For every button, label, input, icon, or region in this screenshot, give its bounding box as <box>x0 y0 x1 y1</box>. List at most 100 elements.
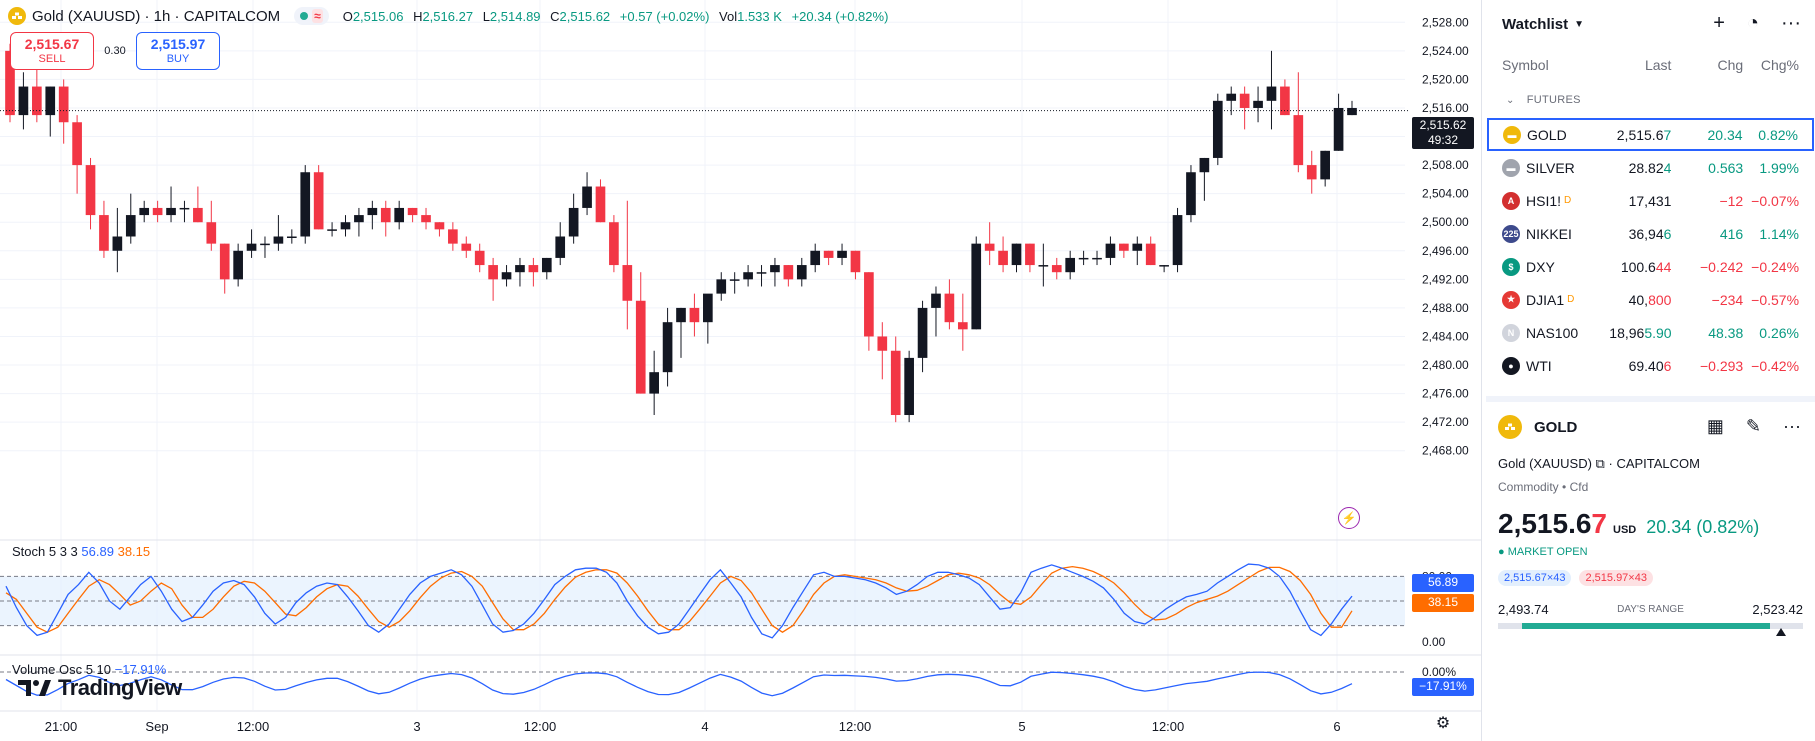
row-change: 20.34 <box>1707 126 1743 143</box>
bar-change: +0.57 (+0.02%) <box>619 8 710 24</box>
time-axis-label: Sep <box>145 719 168 734</box>
candle-down <box>421 215 431 223</box>
candle-up <box>810 250 821 266</box>
panel-divider[interactable] <box>1486 396 1815 402</box>
candle-up <box>1186 172 1196 216</box>
candle-down <box>407 207 418 216</box>
watchlist-row-nas100[interactable]: N NAS100 18,965.90 48.38 0.26% <box>1486 316 1815 349</box>
candle-down <box>1293 115 1304 166</box>
chart-canvas[interactable]: 2,528.002,524.002,520.002,516.002,512.00… <box>0 0 1482 741</box>
watchlist-row-gold[interactable]: ▬ GOLD 2,515.67 20.34 0.82% <box>1487 118 1814 151</box>
candle-up <box>394 207 405 223</box>
watchlist-row-nikkei[interactable]: 225 NIKKEI 36,946 416 1.14% <box>1486 217 1815 250</box>
candle-up <box>649 372 659 394</box>
watchlist-header: Watchlist ▼ + ◔ ··· <box>1486 0 1815 48</box>
open-value: 2,515.06 <box>352 8 404 24</box>
hsi-icon: A <box>1502 191 1520 210</box>
tradingview-logo[interactable]: TradingView <box>18 675 182 701</box>
candle-up <box>676 307 686 323</box>
candle-up <box>300 172 311 237</box>
lightning-icon[interactable]: ⚡ <box>1338 507 1360 529</box>
time-axis-label: 5 <box>1018 719 1025 734</box>
candle-up <box>1038 265 1049 267</box>
sell-price: 2,515.67 <box>24 36 80 53</box>
buy-button[interactable]: 2,515.97 BUY <box>136 32 220 70</box>
watchlist-group[interactable]: ⌄ FUTURES <box>1486 82 1815 118</box>
symbol-title[interactable]: Gold (XAUUSD) · 1h · CAPITALCOM <box>32 7 281 25</box>
time-axis-label: 3 <box>413 719 420 734</box>
external-link-icon[interactable]: ⧉ <box>1595 456 1605 471</box>
column-last[interactable]: Last <box>1644 57 1672 73</box>
status-pill[interactable]: ≈ <box>294 7 329 25</box>
candle-down <box>528 265 539 273</box>
chart-legend: Gold (XAUUSD) · 1h · CAPITALCOM ≈ O2,515… <box>8 6 894 26</box>
candle-up <box>286 236 297 238</box>
candle-up <box>501 272 512 280</box>
candle-up <box>904 357 914 416</box>
ask-quote: 2,515.97×43 <box>1579 570 1653 586</box>
candle-up <box>515 265 525 273</box>
row-change: −0.293 <box>1699 357 1744 374</box>
add-symbol-icon[interactable]: + <box>1713 12 1725 34</box>
more-options-icon[interactable]: ··· <box>1781 12 1801 34</box>
candle-down <box>957 322 968 330</box>
advanced-view-icon[interactable]: ◔ <box>1746 12 1760 34</box>
details-full-name[interactable]: Gold (XAUUSD) <box>1498 456 1592 471</box>
market-status: ● MARKET OPEN <box>1498 546 1588 558</box>
watchlist-title[interactable]: Watchlist <box>1502 15 1569 33</box>
candle-down <box>850 250 861 273</box>
candle-up <box>260 243 270 246</box>
candle-up <box>1212 100 1223 158</box>
candle-down <box>474 250 485 266</box>
details-header: GOLD ▦ ✎ ··· <box>1486 402 1815 452</box>
watchlist-row-hsi1[interactable]: A HSI1! D 17,431 −12 −0.07% <box>1486 184 1815 217</box>
candle-up <box>931 293 941 308</box>
stoch-legend[interactable]: Stoch 5 3 3 56.89 38.15 <box>12 544 150 559</box>
price-axis-label: 2,500.00 <box>1422 215 1469 229</box>
gold-bars-icon: ▬ <box>1503 125 1521 144</box>
chart-area[interactable]: 2,528.002,524.002,520.002,516.002,512.00… <box>0 0 1482 741</box>
watchlist-row-wti[interactable]: ● WTI 69.406 −0.293 −0.42% <box>1486 349 1815 382</box>
watchlist-row-dxy[interactable]: $ DXY 100.644 −0.242 −0.24% <box>1486 250 1815 283</box>
price-axis-label: 2,504.00 <box>1422 187 1469 201</box>
column-chg[interactable]: Chg <box>1717 57 1744 73</box>
price-axis-label: 2,492.00 <box>1422 272 1469 286</box>
low-value: 2,514.89 <box>489 8 541 24</box>
price-axis-label: 2,484.00 <box>1422 329 1469 343</box>
candle-up <box>1199 157 1210 173</box>
settings-gear-icon[interactable]: ⚙ <box>1435 715 1451 732</box>
candle-up <box>756 272 767 274</box>
range-high: 2,523.42 <box>1752 602 1803 617</box>
sell-label: SELL <box>38 52 66 65</box>
candle-up <box>1065 257 1076 273</box>
volosc-legend[interactable]: Volume Osc 5 10 −17.91% <box>12 662 166 677</box>
watchlist-row-djia1[interactable]: ★ DJIA1 D 40,800 −234 −0.57% <box>1486 283 1815 316</box>
candle-down <box>998 250 1008 266</box>
candle-up <box>837 250 847 258</box>
market-open-dot-icon <box>300 12 309 20</box>
column-symbol[interactable]: Symbol <box>1502 57 1549 73</box>
grid-layout-icon[interactable]: ▦ <box>1706 416 1724 436</box>
price-axis-label: 2,520.00 <box>1422 72 1469 86</box>
delayed-flag: D <box>1564 195 1572 206</box>
candle-up <box>1078 257 1089 260</box>
candle-up <box>582 186 592 208</box>
sell-button[interactable]: 2,515.67 SELL <box>10 32 94 70</box>
volume-value: 1.533 K <box>737 8 782 24</box>
candle-up <box>327 229 337 231</box>
range-bar <box>1498 623 1803 636</box>
volosc-params: 5 10 <box>85 662 112 677</box>
price-axis-label: 2,524.00 <box>1422 44 1469 58</box>
details-type: Commodity <box>1498 480 1559 494</box>
oil-drop-icon: ● <box>1502 356 1520 375</box>
watchlist-row-silver[interactable]: ▬ SILVER 28.824 0.563 1.99% <box>1486 151 1815 184</box>
more-options-icon[interactable]: ··· <box>1783 416 1801 436</box>
candle-up <box>1226 93 1237 101</box>
details-type-line: Commodity • Cfd <box>1498 480 1589 494</box>
column-chg-percent[interactable]: Chg% <box>1760 57 1800 73</box>
candle-down <box>984 243 995 251</box>
chevron-down-icon[interactable]: ▼ <box>1574 18 1585 30</box>
candle-up <box>703 293 713 323</box>
candle-down <box>609 222 619 266</box>
edit-note-icon[interactable]: ✎ <box>1745 416 1762 436</box>
